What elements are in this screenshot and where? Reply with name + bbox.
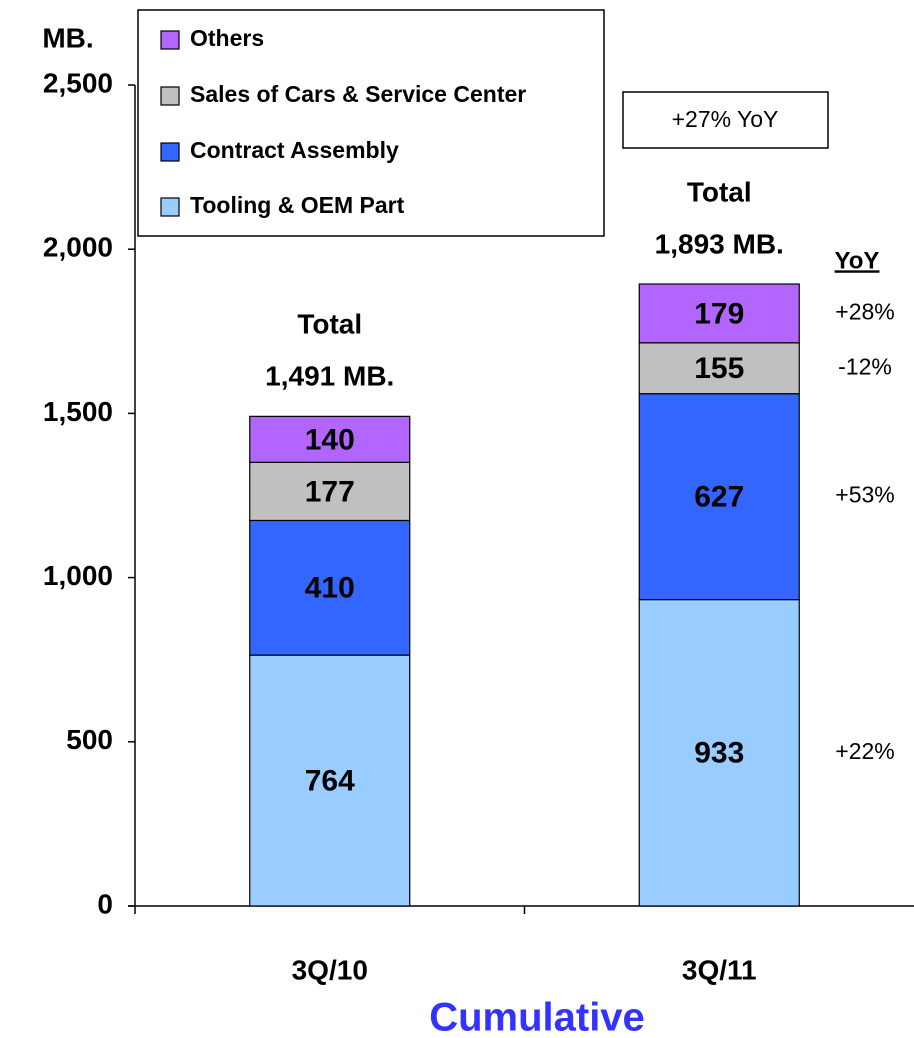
total-title: Total bbox=[687, 176, 752, 207]
y-axis-label: MB. bbox=[42, 22, 93, 53]
legend-swatch bbox=[160, 142, 180, 162]
y-tick-label: 1,000 bbox=[43, 560, 113, 591]
annotation-box bbox=[622, 91, 829, 149]
x-tick-label: 3Q/11 bbox=[682, 954, 757, 985]
x-tick-label: 3Q/10 bbox=[292, 954, 368, 985]
legend-label: Contract Assembly bbox=[190, 137, 399, 163]
bar-segment bbox=[638, 342, 800, 395]
yoy-title: YoY bbox=[835, 247, 880, 274]
bar-segment bbox=[249, 519, 411, 656]
legend-label: Tooling & OEM Part bbox=[190, 192, 405, 218]
y-tick-label: 0 bbox=[97, 888, 113, 919]
legend-swatch bbox=[160, 30, 180, 50]
yoy-label: +22% bbox=[835, 738, 894, 764]
legend-swatch bbox=[160, 197, 180, 217]
total-label: 1,893 MB. bbox=[655, 228, 784, 259]
y-tick-label: 500 bbox=[66, 724, 113, 755]
y-tick-label: 2,000 bbox=[43, 232, 113, 263]
bar-segment bbox=[638, 283, 800, 344]
bar-segment bbox=[249, 461, 411, 522]
value-label: 179 bbox=[694, 297, 744, 330]
bar-segment bbox=[249, 654, 411, 907]
bar-segment bbox=[638, 599, 800, 907]
value-label: 177 bbox=[305, 475, 355, 508]
y-tick-label: 1,500 bbox=[43, 396, 113, 427]
annotation: +27% YoY bbox=[672, 106, 779, 132]
y-tick-label: 2,500 bbox=[43, 67, 113, 98]
legend-label: Sales of Cars & Service Center bbox=[190, 81, 526, 107]
yoy-label: -12% bbox=[838, 353, 892, 379]
value-label: 627 bbox=[694, 481, 744, 514]
value-label: 140 bbox=[305, 423, 355, 456]
total-title: Total bbox=[297, 309, 362, 340]
x-axis-label: Cumulative bbox=[429, 996, 645, 1038]
legend-swatch bbox=[160, 86, 180, 106]
value-label: 764 bbox=[305, 764, 355, 797]
yoy-label: +53% bbox=[835, 482, 894, 508]
legend-label: Others bbox=[190, 25, 264, 51]
value-label: 933 bbox=[694, 737, 744, 770]
bar-segment bbox=[249, 415, 411, 463]
legend-box bbox=[137, 9, 605, 237]
value-label: 410 bbox=[305, 572, 355, 605]
total-label: 1,491 MB. bbox=[265, 361, 394, 392]
value-label: 155 bbox=[694, 352, 744, 385]
bar-segment bbox=[638, 393, 800, 601]
yoy-label: +28% bbox=[835, 298, 894, 324]
